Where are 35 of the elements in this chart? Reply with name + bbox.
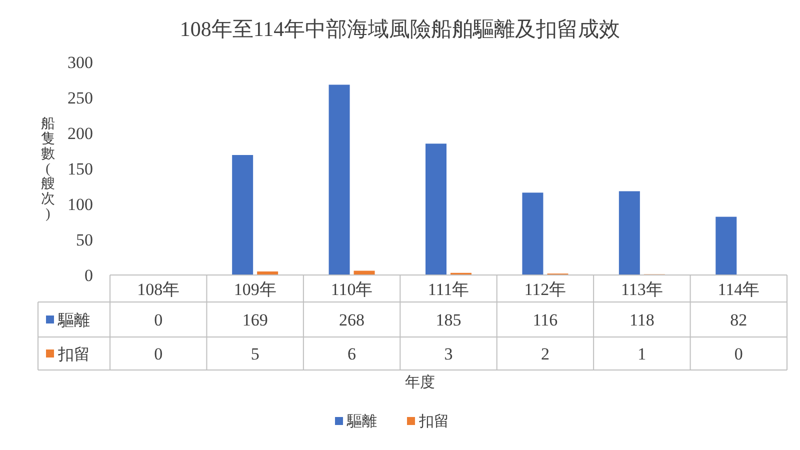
x-tick-label: 109年 bbox=[234, 280, 276, 299]
data-label: 118 bbox=[629, 310, 654, 330]
data-label: 0 bbox=[154, 344, 163, 364]
text: 驅離 bbox=[58, 312, 90, 330]
data-label: 1 bbox=[638, 344, 646, 364]
data-label: 0 bbox=[154, 310, 163, 330]
legend-label: 驅離 bbox=[346, 413, 377, 430]
x-tick-label: 111年 bbox=[428, 280, 470, 299]
y-tick-label: 100 bbox=[68, 195, 93, 214]
text: 年度 bbox=[405, 374, 435, 391]
x-tick-label: 110年 bbox=[330, 280, 373, 299]
legend-label: 扣留 bbox=[418, 413, 449, 430]
y-tick-label: 50 bbox=[76, 230, 93, 250]
data-label: 6 bbox=[348, 344, 356, 364]
x-tick-label: 112年 bbox=[524, 280, 566, 299]
data-label: 0 bbox=[734, 344, 743, 364]
data-label: 3 bbox=[444, 344, 453, 364]
data-label: 185 bbox=[436, 310, 462, 330]
data-label: 169 bbox=[242, 310, 268, 330]
y-tick-label: 250 bbox=[68, 88, 93, 108]
text: 扣留 bbox=[58, 346, 90, 364]
data-label: 5 bbox=[250, 344, 260, 364]
y-tick-label: 300 bbox=[68, 53, 93, 72]
data-label: 268 bbox=[339, 310, 365, 330]
x-tick-label: 113年 bbox=[620, 280, 663, 299]
data-label: 2 bbox=[540, 344, 550, 364]
data-label: 116 bbox=[532, 310, 558, 330]
y-tick-label: 0 bbox=[84, 266, 93, 285]
y-tick-label: 150 bbox=[68, 160, 93, 178]
y-axis-title: 船隻數(艘次) bbox=[41, 116, 55, 222]
data-label: 82 bbox=[730, 310, 748, 330]
chart-title: 108年至114年中部海域風險船舶驅離及扣留成效 bbox=[180, 17, 620, 41]
x-tick-label: 108年 bbox=[137, 280, 180, 299]
x-tick-label: 114年 bbox=[718, 280, 760, 299]
y-tick-label: 200 bbox=[68, 124, 93, 143]
